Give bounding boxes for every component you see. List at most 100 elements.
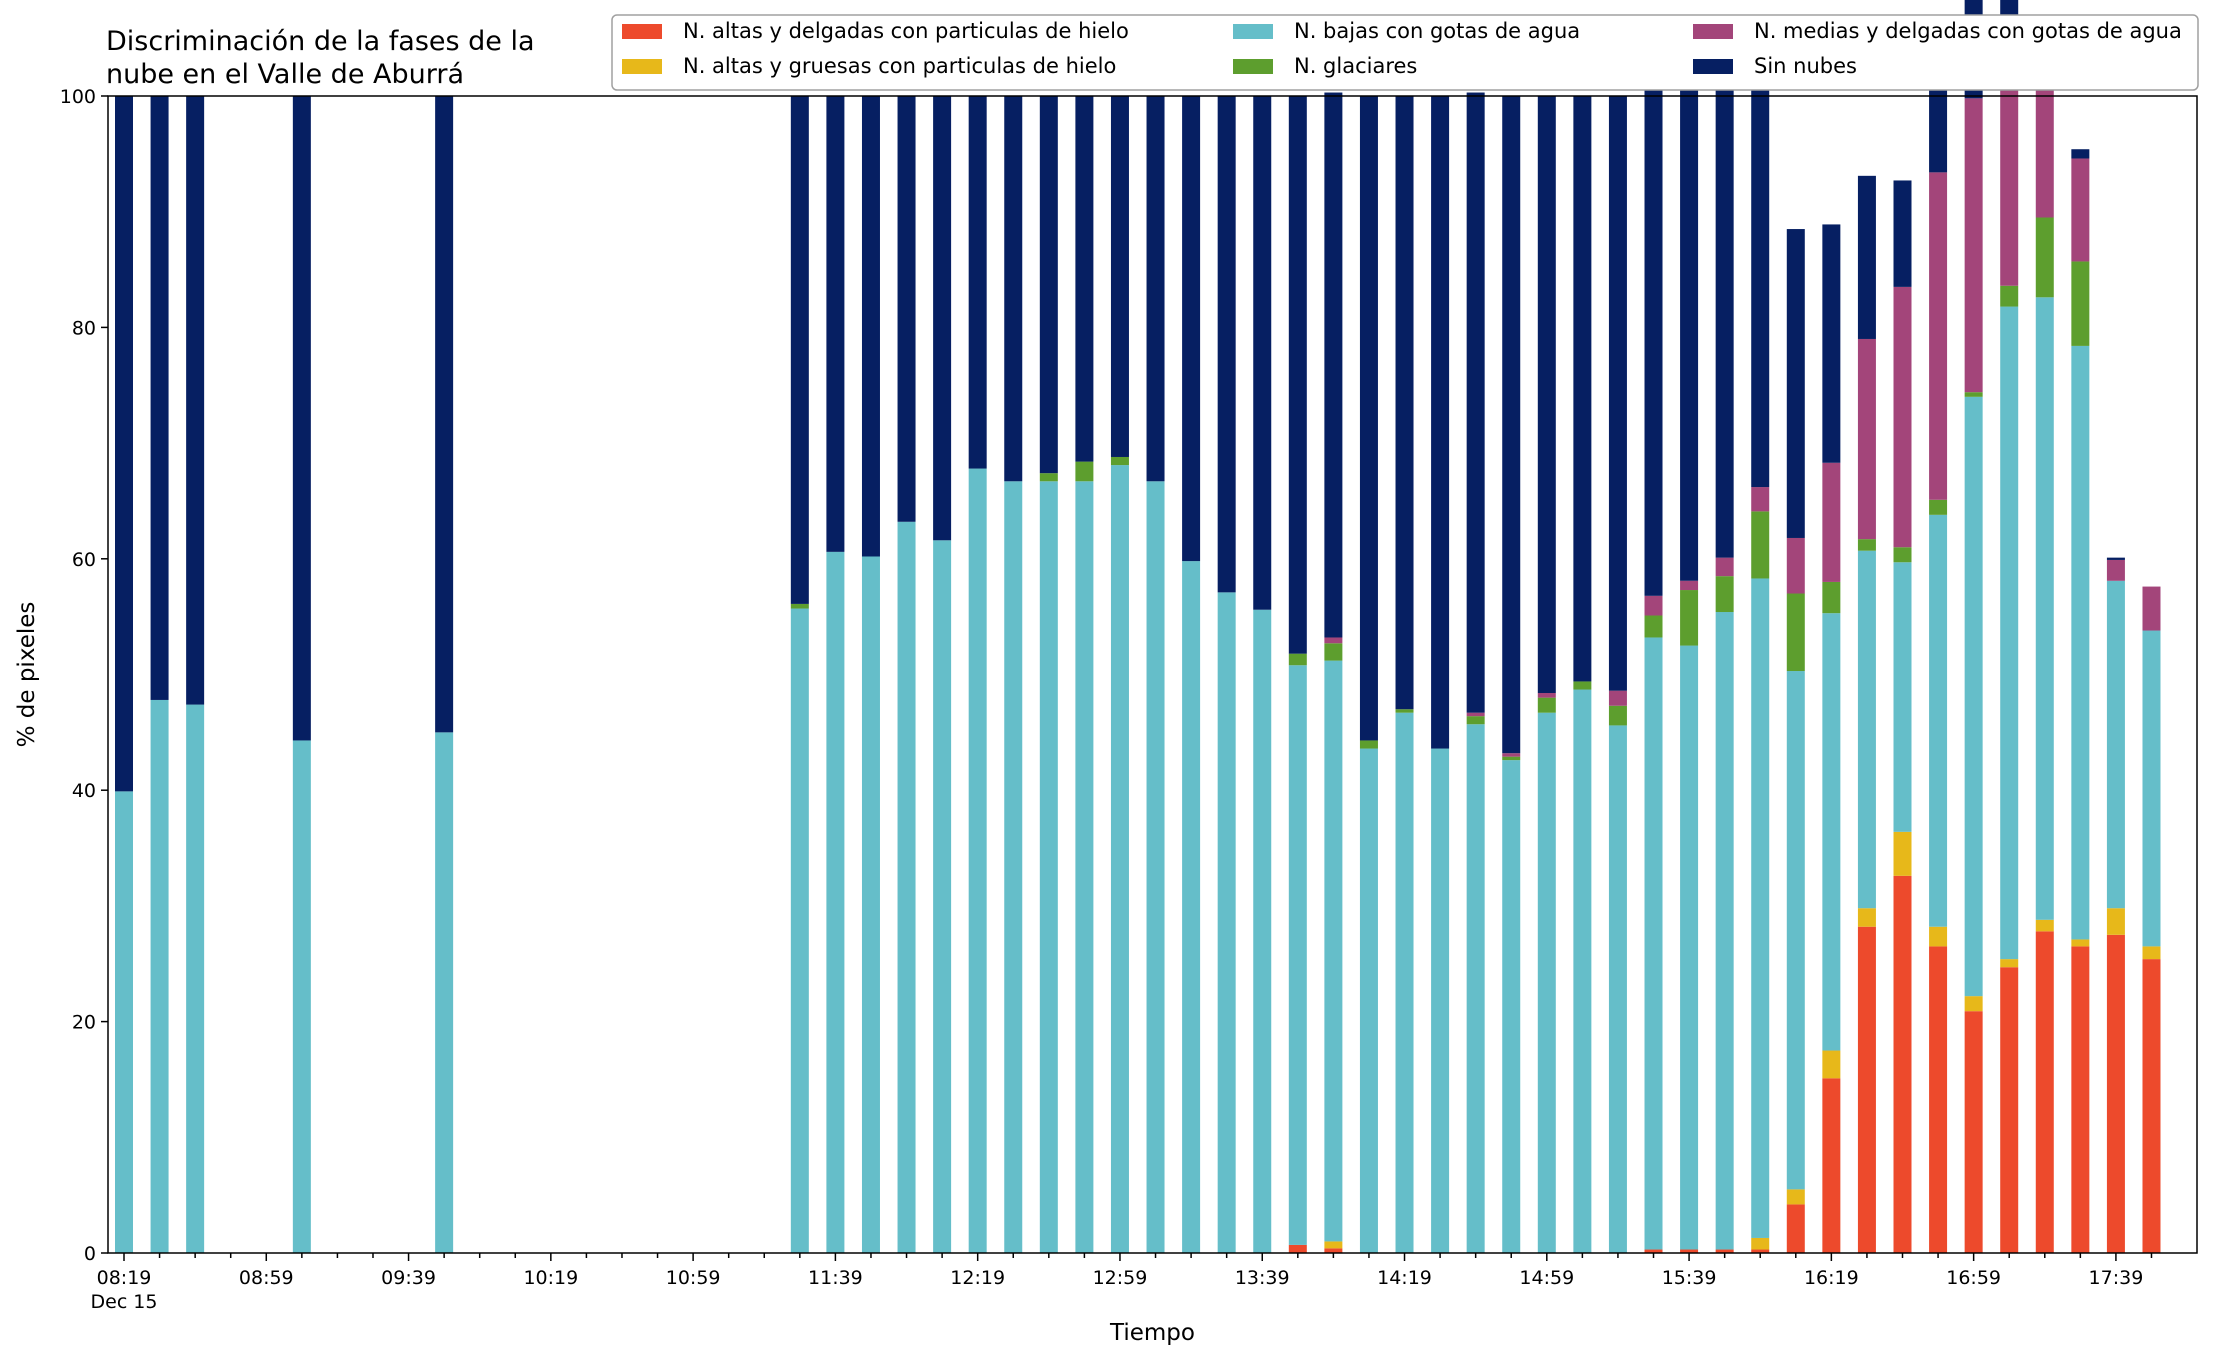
bar-segment-1309-s2: [1146, 481, 1165, 1253]
bar-segment-1549-s2: [1715, 612, 1734, 1250]
bar-segment-1229-s2: [1004, 481, 1023, 1253]
y-tick-label: 20: [72, 1012, 96, 1034]
y-tick-label: 0: [84, 1243, 96, 1265]
bar-segment-0949-s5: [435, 96, 454, 733]
bar-segment-1509-s2: [1573, 689, 1592, 1253]
bar-segment-1629-s2: [1857, 550, 1876, 909]
bar-segment-1629-s0: [1857, 926, 1876, 1253]
x-tick-label: 10:59: [666, 1267, 721, 1289]
bar-segment-1259-s5: [1110, 96, 1129, 457]
bar-segment-1729-s5: [2071, 149, 2090, 159]
bar-segment-1709-s2: [2000, 306, 2019, 960]
bar-segment-1459-s2: [1537, 712, 1556, 1253]
bar-segment-1659-s4: [1964, 98, 1983, 393]
bar-segment-1419-s3: [1395, 709, 1414, 713]
bar-segment-1329-s2: [1217, 592, 1236, 1253]
bar-segment-1449-s4: [1502, 753, 1521, 757]
bar-segment-1349-s2: [1288, 665, 1307, 1245]
legend-entry-label: N. altas y delgadas con particulas de hi…: [683, 19, 1129, 43]
bar-segment-1719-s1: [2035, 919, 2054, 932]
bar-segment-1139-s2: [826, 551, 845, 1253]
bar-segment-1319-s2: [1182, 561, 1201, 1253]
legend-swatch: [1693, 59, 1733, 74]
x-tick-label: 08:19: [97, 1267, 152, 1289]
bar-segment-1609-s2: [1786, 671, 1805, 1190]
bar-segment-1549-s4: [1715, 557, 1734, 577]
bar-segment-1619-s5: [1822, 224, 1841, 463]
bar-segment-1409-s5: [1359, 96, 1378, 741]
x-tick-label: 15:39: [1662, 1267, 1717, 1289]
bar-segment-1439-s2: [1466, 724, 1485, 1253]
bar-segment-1349-s3: [1288, 653, 1307, 666]
bar-segment-1539-s4: [1680, 580, 1699, 591]
y-axis-label: % de pixeles: [14, 602, 40, 748]
bar-segment-1229-s5: [1004, 96, 1023, 482]
bar-segment-1649-s2: [1929, 514, 1948, 927]
bar-segment-1639-s1: [1893, 831, 1912, 876]
bar-segment-1709-s1: [2000, 959, 2019, 968]
bar-segment-1649-s0: [1929, 946, 1948, 1253]
bar-segment-1309-s5: [1146, 96, 1165, 482]
bar-segment-1539-s3: [1680, 590, 1699, 646]
bar-segment-1709-s4: [2000, 46, 2019, 286]
bar-segment-1729-s3: [2071, 261, 2090, 346]
bar-segment-1359-s3: [1324, 643, 1343, 661]
bar-segment-1729-s1: [2071, 939, 2090, 947]
bar-segment-1259-s3: [1110, 456, 1129, 466]
x-tick-label: 12:59: [1093, 1267, 1148, 1289]
x-tick-label: 11:39: [808, 1267, 863, 1289]
bar-segment-1359-s1: [1324, 1241, 1343, 1249]
bar-segment-1519-s3: [1608, 705, 1627, 726]
bar-segment-1449-s3: [1502, 756, 1521, 761]
bar-segment-1359-s0: [1324, 1248, 1343, 1253]
bar-segment-1529-s0: [1644, 1249, 1663, 1253]
bar-segment-1619-s3: [1822, 581, 1841, 614]
bar-segment-1159-s5: [897, 96, 916, 522]
legend-entry-label: N. altas y gruesas con particulas de hie…: [683, 54, 1116, 78]
x-tick-label: 14:19: [1377, 1267, 1432, 1289]
x-tick-label: 12:19: [950, 1267, 1005, 1289]
bar-segment-1649-s5: [1929, 72, 1948, 173]
x-date-label: Dec 15: [91, 1291, 158, 1313]
bar-segment-0819-s2: [115, 791, 133, 1253]
bar-segment-1619-s4: [1822, 462, 1841, 582]
bar-segment-1609-s3: [1786, 593, 1805, 672]
bar-segment-0819-s5: [115, 96, 133, 792]
y-axis: 0 20 40 60 80 100: [60, 86, 108, 1265]
bar-segment-1639-s2: [1893, 562, 1912, 832]
bar-segment-0839-s5: [186, 96, 205, 705]
bar-segment-1629-s4: [1857, 338, 1876, 540]
bar-segment-1549-s5: [1715, 72, 1734, 558]
bar-segment-1639-s4: [1893, 286, 1912, 548]
x-axis-label: Tiempo: [1109, 1320, 1195, 1346]
bar-segment-1359-s4: [1324, 637, 1343, 644]
bar-segment-1559-s0: [1751, 1249, 1770, 1253]
bar-segment-1619-s2: [1822, 613, 1841, 1051]
y-tick-label: 40: [72, 780, 96, 802]
bar-segment-1739-s5: [2106, 557, 2125, 560]
bar-segment-1649-s3: [1929, 499, 1948, 515]
bar-segment-1509-s5: [1573, 96, 1592, 682]
bar-segment-1459-s3: [1537, 697, 1556, 713]
bar-segment-1409-s3: [1359, 740, 1378, 749]
bar-segment-1439-s3: [1466, 716, 1485, 725]
chart-title-line-1: Discriminación de la fases de la: [106, 26, 535, 57]
bar-segment-1729-s0: [2071, 946, 2090, 1253]
bar-segment-1409-s2: [1359, 748, 1378, 1253]
bar-segment-1629-s1: [1857, 908, 1876, 927]
bar-segment-1719-s0: [2035, 931, 2054, 1253]
bar-segment-1639-s3: [1893, 547, 1912, 563]
bar-segment-1739-s2: [2106, 580, 2125, 909]
legend-entry-label: N. glaciares: [1294, 54, 1417, 78]
legend-box: [611, 14, 2199, 91]
bar-segment-1559-s1: [1751, 1237, 1770, 1250]
bar-marks: [115, 0, 2161, 1254]
bar-segment-1739-s1: [2106, 908, 2125, 935]
legend-entry-label: Sin nubes: [1754, 54, 1857, 78]
bar-segment-1249-s3: [1075, 461, 1094, 482]
bar-segment-1249-s2: [1075, 481, 1094, 1253]
bar-segment-1519-s2: [1608, 725, 1627, 1253]
bar-segment-1439-s5: [1466, 92, 1485, 713]
bar-segment-1709-s3: [2000, 285, 2019, 307]
